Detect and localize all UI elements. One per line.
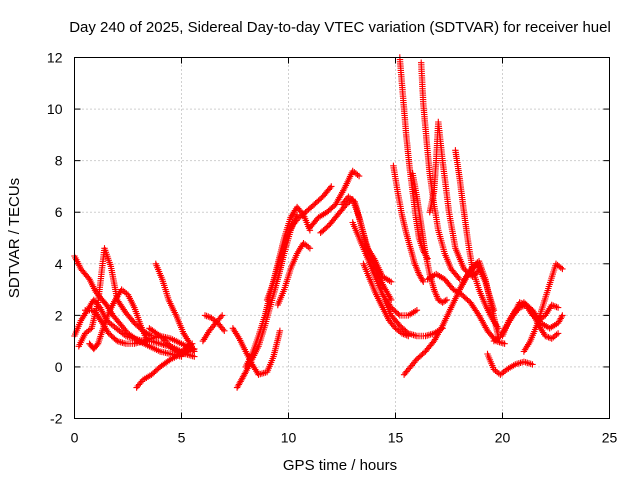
y-tick-label: 4 xyxy=(55,256,63,272)
series-markers xyxy=(360,260,412,340)
series-track-14 xyxy=(263,183,335,304)
x-tick-label: 10 xyxy=(281,430,297,446)
series-markers xyxy=(263,183,335,304)
series-markers xyxy=(409,170,451,306)
series-track-31 xyxy=(484,350,536,378)
series-markers xyxy=(426,118,485,280)
series-markers xyxy=(456,258,502,340)
series-track-22 xyxy=(396,54,431,262)
series-track-27 xyxy=(452,147,502,332)
y-tick-label: 10 xyxy=(47,101,63,117)
series-markers xyxy=(396,54,431,262)
series-markers xyxy=(452,147,502,332)
series-track-35 xyxy=(520,260,566,355)
series-markers xyxy=(146,325,196,355)
series-markers xyxy=(390,162,427,285)
series-markers xyxy=(86,286,151,353)
series-track-3 xyxy=(75,245,155,350)
y-tick-label: 12 xyxy=(47,50,63,66)
series-track-20 xyxy=(360,260,412,340)
x-tick-label: 20 xyxy=(495,430,511,446)
series-markers xyxy=(201,312,228,334)
x-tick-label: 5 xyxy=(178,430,186,446)
series-track-10 xyxy=(201,312,228,334)
series-track-18 xyxy=(338,193,395,285)
y-tick-label: 6 xyxy=(55,204,63,220)
plot-frame xyxy=(74,57,610,419)
series-markers xyxy=(133,345,198,391)
y-tick-label: 0 xyxy=(55,359,63,375)
chart-title: Day 240 of 2025, Sidereal Day-to-day VTE… xyxy=(69,19,611,36)
y-tick-label: 2 xyxy=(55,307,63,323)
y-tick-label: -2 xyxy=(50,411,63,427)
series-track-16 xyxy=(306,167,363,231)
series-markers xyxy=(306,167,363,231)
x-tick-label: 15 xyxy=(388,430,404,446)
series-track-5 xyxy=(86,286,151,353)
series-markers xyxy=(274,240,314,309)
series-track-25 xyxy=(409,170,451,306)
series-track-30 xyxy=(456,258,502,340)
x-tick-label: 25 xyxy=(602,430,618,446)
series-markers xyxy=(520,260,566,355)
series-track-26 xyxy=(426,118,485,280)
series-markers xyxy=(75,245,155,350)
tick-labels: 0 5 10 15 20 25 -2 0 2 4 6 8 10 12 xyxy=(47,50,618,446)
x-axis-label: GPS time / hours xyxy=(283,457,397,474)
y-tick-label: 8 xyxy=(55,153,63,169)
y-axis-label: SDTVAR / TECUs xyxy=(6,178,23,298)
series-track-6 xyxy=(133,345,198,391)
series-track-15 xyxy=(274,240,314,309)
series-track-8 xyxy=(146,325,196,355)
series-markers xyxy=(338,193,395,285)
series-track-23 xyxy=(390,162,427,285)
x-tick-label: 0 xyxy=(71,430,79,446)
data-marks xyxy=(71,54,566,391)
series-markers xyxy=(484,350,536,378)
